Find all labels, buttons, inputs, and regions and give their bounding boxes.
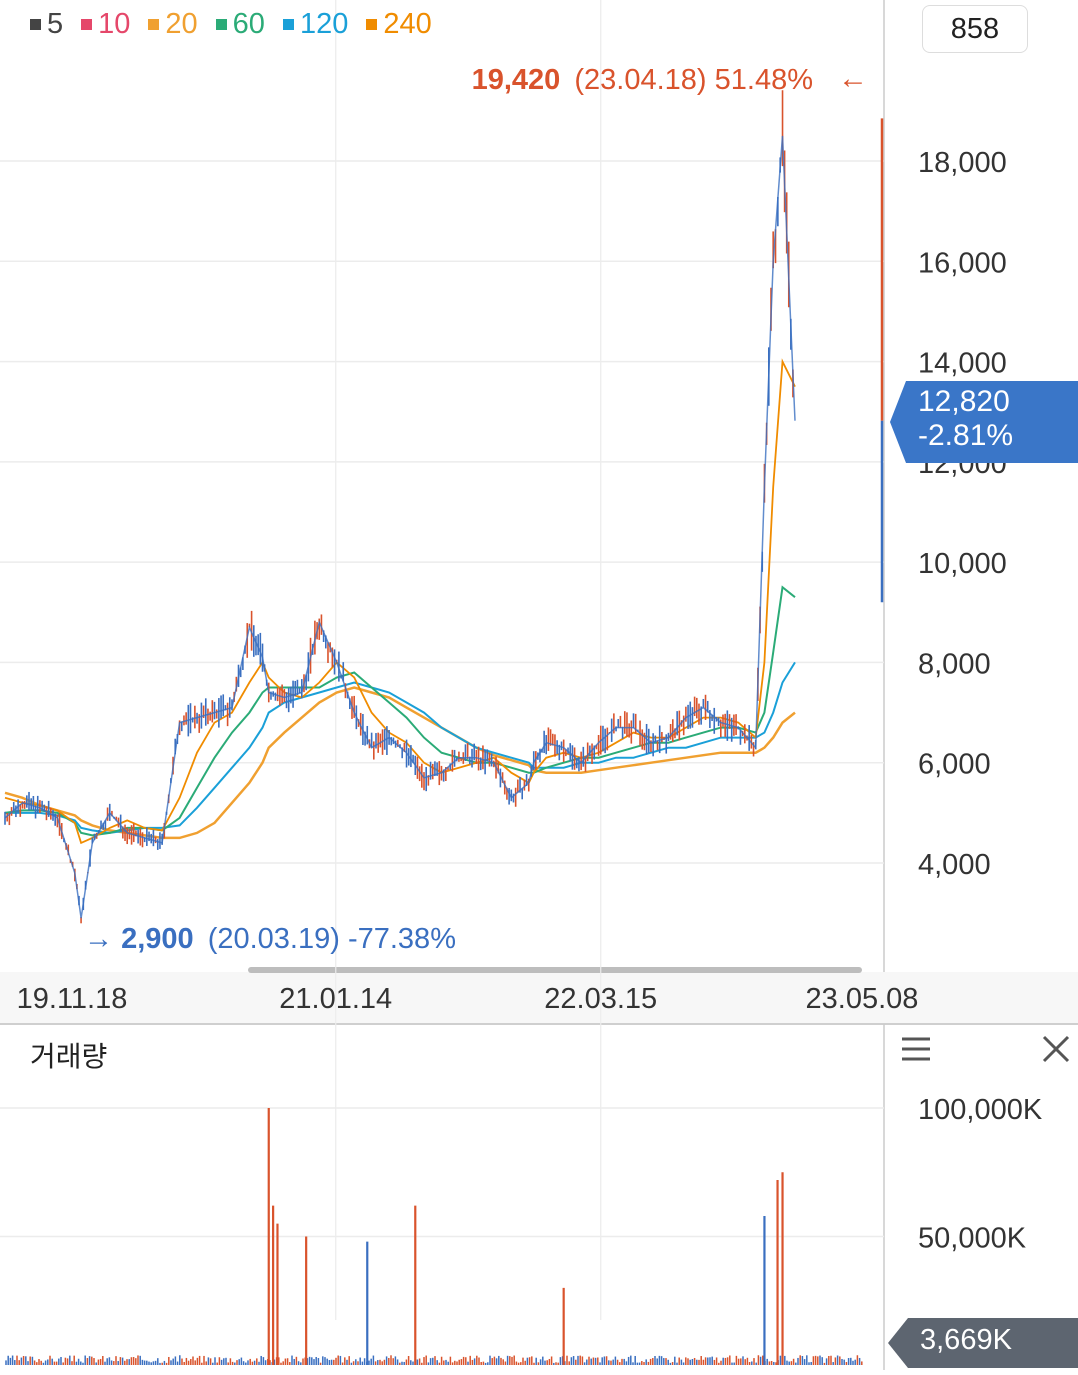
time-tick-label: 21.01.14: [279, 983, 392, 1015]
close-icon[interactable]: [1040, 1033, 1072, 1065]
legend-swatch: [366, 18, 378, 30]
current-volume-tag: 3,669K: [888, 1318, 1078, 1368]
period-selector[interactable]: 858: [922, 5, 1028, 53]
legend-swatch: [81, 18, 93, 30]
legend-item-60[interactable]: 60: [215, 7, 265, 41]
legend-label: 20: [165, 7, 198, 40]
legend-label: 5: [47, 7, 64, 40]
left-arrow-icon: ←: [838, 62, 868, 95]
price-tick-label: 14,000: [918, 348, 1007, 380]
price-tick-label: 8,000: [918, 648, 991, 680]
close-line: [4, 135, 796, 919]
current-price-tag: 12,820 -2.81%: [890, 381, 1078, 463]
low-detail: (20.03.19) -77.38%: [208, 923, 456, 955]
price-tick-label: 18,000: [918, 147, 1007, 179]
time-axis-band: [0, 972, 1078, 1024]
legend-item-120[interactable]: 120: [282, 7, 349, 41]
right-arrow-icon: →: [84, 923, 113, 955]
time-tick-label: 23.05.08: [806, 983, 919, 1015]
legend-label: 10: [98, 7, 131, 40]
hamburger-menu-icon[interactable]: [899, 1035, 933, 1063]
volume-panel-title: 거래량: [30, 1041, 108, 1072]
price-tick-label: 10,000: [918, 548, 1007, 580]
current-price-change: -2.81%: [918, 419, 1014, 452]
high-value: 19,420: [472, 64, 561, 96]
legend-label: 60: [232, 7, 265, 40]
price-tick-label: 6,000: [918, 749, 991, 781]
moving-average-legend: 5 10 20 60 120 240: [30, 6, 432, 42]
legend-item-10[interactable]: 10: [81, 8, 130, 41]
time-tick-label: 19.11.18: [17, 983, 128, 1015]
volume-tick-label: 100,000K: [918, 1094, 1043, 1126]
legend-label: 120: [299, 7, 349, 40]
legend-swatch: [282, 18, 294, 30]
time-tick-label: 22.03.15: [544, 983, 657, 1015]
horizontal-scrollbar[interactable]: [248, 967, 862, 973]
high-detail: (23.04.18) 51.48%: [574, 64, 813, 96]
legend-label: 240: [383, 7, 432, 40]
legend-item-240[interactable]: 240: [366, 7, 432, 41]
price-tick-label: 16,000: [918, 247, 1007, 279]
low-value: 2,900: [121, 923, 194, 955]
ma20-line: [4, 358, 796, 845]
legend-swatch: [30, 18, 41, 30]
current-volume-value: 3,669K: [920, 1324, 1012, 1356]
current-price-value: 12,820: [918, 385, 1010, 418]
period-value: 858: [950, 12, 1000, 45]
low-price-annotation: → 2,900 (20.03.19) -77.38%: [84, 923, 456, 955]
legend-item-20[interactable]: 20: [148, 7, 198, 41]
volume-tick-label: 50,000K: [918, 1223, 1027, 1255]
high-price-annotation: 19,420 (23.04.18) 51.48%: [472, 64, 813, 96]
legend-swatch: [215, 18, 227, 30]
legend-item-5[interactable]: 5: [30, 8, 63, 41]
legend-swatch: [148, 18, 160, 30]
price-tick-label: 4,000: [918, 849, 991, 881]
